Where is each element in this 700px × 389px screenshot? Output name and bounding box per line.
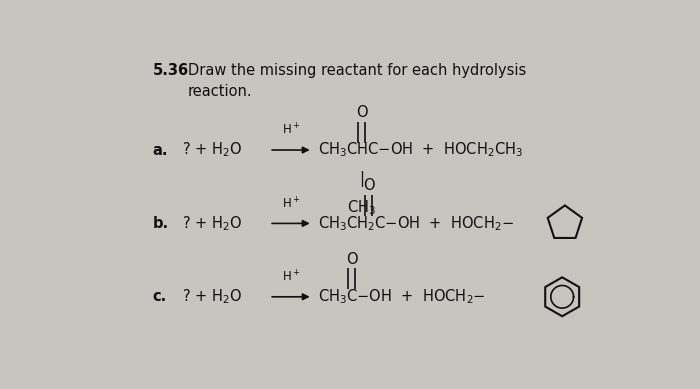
Text: reaction.: reaction. — [188, 84, 253, 99]
Text: a.: a. — [153, 142, 168, 158]
Text: ? + H$_2$O: ? + H$_2$O — [183, 287, 243, 306]
Text: |: | — [359, 171, 364, 187]
Text: 5.36: 5.36 — [153, 63, 189, 78]
Text: O: O — [363, 179, 375, 193]
Text: H$^+$: H$^+$ — [281, 123, 300, 138]
Text: O: O — [346, 252, 358, 267]
Text: b.: b. — [153, 216, 169, 231]
Text: ? + H$_2$O: ? + H$_2$O — [183, 214, 243, 233]
Text: c.: c. — [153, 289, 167, 304]
Text: ? + H$_2$O: ? + H$_2$O — [183, 141, 243, 159]
Text: O: O — [356, 105, 368, 120]
Text: CH$_3$CHC$-$OH  +  HOCH$_2$CH$_3$: CH$_3$CHC$-$OH + HOCH$_2$CH$_3$ — [318, 141, 524, 159]
Text: CH$_3$CH$_2$C$-$OH  +  HOCH$_2$$-$: CH$_3$CH$_2$C$-$OH + HOCH$_2$$-$ — [318, 214, 514, 233]
Text: CH$_3$C$-$OH  +  HOCH$_2$$-$: CH$_3$C$-$OH + HOCH$_2$$-$ — [318, 287, 486, 306]
Text: Draw the missing reactant for each hydrolysis: Draw the missing reactant for each hydro… — [188, 63, 526, 78]
Text: H$^+$: H$^+$ — [281, 270, 300, 285]
Text: H$^+$: H$^+$ — [281, 196, 300, 212]
Text: CH$_3$: CH$_3$ — [347, 198, 376, 217]
